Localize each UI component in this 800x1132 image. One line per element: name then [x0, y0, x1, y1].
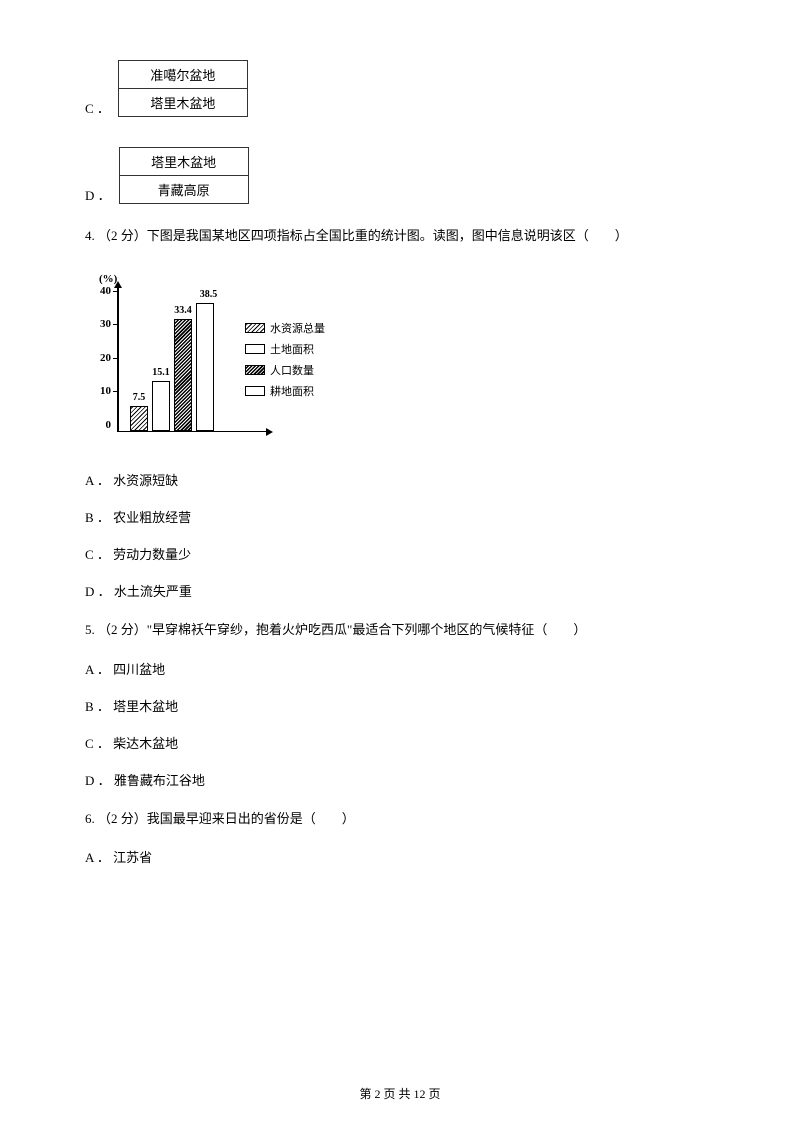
option-c-row: C ． 准噶尔盆地 塔里木盆地	[85, 60, 715, 117]
legend-swatch	[245, 386, 265, 396]
legend-item: 水资源总量	[245, 320, 325, 336]
legend-item: 土地面积	[245, 341, 325, 357]
q4-option-a: A ． 水资源短缺	[85, 470, 715, 489]
question-5: 5. （2 分）"早穿棉袄午穿纱，抱着火炉吃西瓜"最适合下列哪个地区的气候特征（…	[85, 620, 715, 641]
bar-value: 15.1	[152, 367, 170, 378]
chart-bar: 15.1	[152, 381, 170, 431]
question-6: 6. （2 分）我国最早迎来日出的省份是（ ）	[85, 809, 715, 830]
tick-label: 0	[89, 419, 111, 431]
legend-text: 耕地面积	[270, 383, 314, 399]
bar-value: 33.4	[174, 305, 192, 316]
chart-legend: 水资源总量土地面积人口数量耕地面积	[245, 320, 325, 404]
bar-value: 38.5	[200, 289, 218, 300]
tick-mark	[113, 391, 117, 392]
legend-swatch	[245, 365, 265, 375]
option-d-row: D ． 塔里木盆地 青藏高原	[85, 147, 715, 204]
chart-bar: 33.4	[174, 319, 192, 431]
option-d-diagram: 塔里木盆地 青藏高原	[119, 147, 249, 204]
option-d-label: D ．	[85, 185, 111, 204]
q5-option-d: D ． 雅鲁藏布江谷地	[85, 770, 715, 789]
x-axis	[117, 431, 267, 433]
question-4: 4. （2 分）下图是我国某地区四项指标占全国比重的统计图。读图，图中信息说明该…	[85, 226, 715, 247]
tick-label: 20	[89, 352, 111, 364]
q5-option-c: C ． 柴达木盆地	[85, 733, 715, 752]
q5-option-a: A ． 四川盆地	[85, 659, 715, 678]
chart-bar: 38.5	[196, 303, 214, 431]
legend-text: 人口数量	[270, 362, 314, 378]
option-c-bottom: 塔里木盆地	[119, 89, 247, 116]
bar-chart: (%) 010203040 7.515.133.438.5 水资源总量土地面积人…	[85, 265, 365, 450]
y-axis	[117, 287, 119, 432]
tick-label: 40	[89, 285, 111, 297]
option-d-top: 塔里木盆地	[120, 148, 248, 176]
q4-option-c: C ． 劳动力数量少	[85, 544, 715, 563]
q5-option-b: B ． 塔里木盆地	[85, 696, 715, 715]
q4-option-b: B ． 农业粗放经营	[85, 507, 715, 526]
legend-text: 土地面积	[270, 341, 314, 357]
tick-label: 10	[89, 385, 111, 397]
tick-mark	[113, 358, 117, 359]
bar-value: 7.5	[133, 392, 146, 403]
tick-mark	[113, 291, 117, 292]
legend-item: 人口数量	[245, 362, 325, 378]
page-footer: 第 2 页 共 12 页	[0, 1085, 800, 1102]
option-c-diagram: 准噶尔盆地 塔里木盆地	[118, 60, 248, 117]
option-c-top: 准噶尔盆地	[119, 61, 247, 89]
tick-label: 30	[89, 318, 111, 330]
legend-swatch	[245, 323, 265, 333]
q6-option-a: A ． 江苏省	[85, 847, 715, 866]
tick-mark	[113, 324, 117, 325]
legend-swatch	[245, 344, 265, 354]
legend-text: 水资源总量	[270, 320, 325, 336]
q4-option-d: D ． 水土流失严重	[85, 581, 715, 600]
option-d-bottom: 青藏高原	[120, 176, 248, 203]
option-c-label: C ．	[85, 98, 110, 117]
legend-item: 耕地面积	[245, 383, 325, 399]
chart-bar: 7.5	[130, 406, 148, 431]
